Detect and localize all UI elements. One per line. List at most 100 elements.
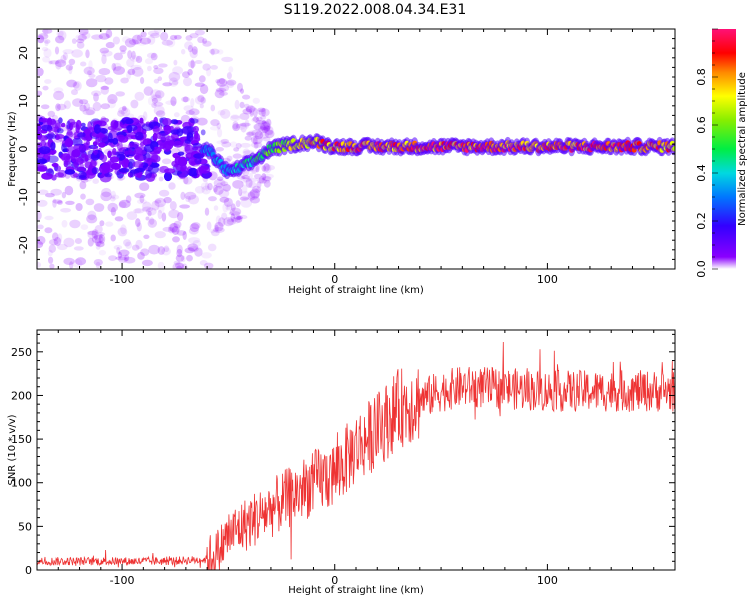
spectrogram-noise-blob bbox=[168, 209, 180, 219]
spectrogram-noise-blob bbox=[182, 231, 187, 240]
spectrogram-noise-blob bbox=[239, 122, 251, 127]
spectrogram-noise-blob bbox=[68, 58, 76, 66]
spectrogram-noise-blob bbox=[226, 80, 235, 88]
spectrogram-noise-blob bbox=[42, 56, 51, 63]
spectrogram-noise-blob bbox=[86, 78, 98, 88]
spectrogram-noise-blob bbox=[265, 164, 275, 171]
spectrogram-noise-blob bbox=[48, 256, 54, 264]
spectrogram-noise-blob bbox=[183, 176, 189, 185]
spectrogram-noise-blob bbox=[201, 252, 212, 259]
spectrogram-noise-blob bbox=[209, 228, 216, 234]
spectrogram-noise-blob bbox=[43, 48, 52, 58]
spectrogram-noise-blob bbox=[219, 84, 230, 92]
spectrogram-noise-blob bbox=[201, 185, 211, 195]
spectrogram-noise-blob bbox=[98, 249, 107, 256]
spectrogram-noise-blob bbox=[76, 41, 85, 49]
spectrogram-noise-blob bbox=[37, 235, 46, 245]
spectrogram-noise-blob bbox=[240, 177, 248, 184]
spectrogram-band-blob bbox=[123, 150, 136, 155]
spectrogram-noise-blob bbox=[150, 52, 158, 61]
spectrogram-noise-blob bbox=[60, 54, 67, 64]
spectrogram-noise-blob bbox=[251, 169, 257, 175]
spectrogram-noise-blob bbox=[239, 101, 245, 109]
spectrogram-noise-blob bbox=[123, 239, 131, 247]
spectrogram-noise-blob bbox=[240, 197, 253, 208]
spectrogram-noise-blob bbox=[57, 30, 67, 41]
spectrogram-noise-blob bbox=[161, 39, 174, 46]
spectrogram-noise-blob bbox=[262, 176, 272, 182]
spectrogram-noise-blob bbox=[185, 110, 195, 115]
spectrogram-noise-blob bbox=[137, 41, 147, 46]
snr-y-tick-label: 150 bbox=[11, 433, 32, 446]
spectrogram-noise-blob bbox=[252, 116, 259, 122]
spectrogram-band-blob bbox=[37, 125, 42, 135]
spectrogram-noise-blob bbox=[199, 260, 208, 266]
spectrogram-noise-blob bbox=[250, 135, 263, 145]
spectrogram-noise-blob bbox=[194, 247, 203, 257]
spectrogram-noise-blob bbox=[220, 181, 229, 187]
spectrogram-noise-blob bbox=[107, 98, 117, 109]
spectrogram-noise-blob bbox=[182, 177, 193, 185]
spectrogram-noise-blob bbox=[56, 30, 64, 38]
spectrogram-noise-blob bbox=[71, 38, 77, 44]
spectrogram-noise-blob bbox=[98, 33, 110, 40]
spectrogram-noise-blob bbox=[266, 118, 272, 127]
spectrogram-band-blob bbox=[64, 169, 76, 175]
spectrogram-noise-blob bbox=[175, 254, 185, 262]
spectrogram-noise-blob bbox=[210, 119, 220, 127]
spectrogram-noise-blob bbox=[228, 66, 234, 73]
spectrogram-noise-blob bbox=[219, 91, 228, 96]
spectrogram-noise-blob bbox=[148, 244, 160, 255]
spectrogram-noise-blob bbox=[230, 203, 236, 212]
spectrogram-noise-blob bbox=[234, 216, 243, 223]
spectrogram-band-blob bbox=[91, 120, 103, 126]
spectrogram-noise-blob bbox=[194, 186, 205, 194]
spectrogram-noise-blob bbox=[181, 263, 188, 269]
spectrogram-noise-blob bbox=[223, 217, 234, 227]
spectrogram-noise-blob bbox=[217, 110, 226, 116]
spectrogram-noise-blob bbox=[82, 109, 95, 116]
spectrogram-noise-blob bbox=[117, 110, 125, 117]
spectrogram-noise-blob bbox=[257, 178, 267, 184]
spectrogram-noise-blob bbox=[85, 49, 90, 59]
spectrogram-noise-blob bbox=[168, 223, 181, 233]
colorbar-gradient bbox=[712, 29, 736, 269]
spectrogram-y-tick-label: 20 bbox=[17, 46, 30, 60]
spectrogram-band-blob bbox=[200, 129, 206, 136]
spectrogram-noise-blob bbox=[215, 87, 227, 93]
spectrogram-noise-blob bbox=[79, 104, 87, 112]
spectrogram-noise-blob bbox=[140, 77, 145, 84]
spectrogram-noise-blob bbox=[183, 77, 192, 87]
spectrogram-noise-blob bbox=[55, 103, 61, 112]
spectrogram-band-blob bbox=[143, 144, 155, 153]
spectrogram-band-blob bbox=[184, 144, 194, 154]
spectrogram-noise-blob bbox=[118, 201, 127, 209]
spectrogram-band-blob bbox=[189, 136, 201, 143]
spectrogram-noise-blob bbox=[48, 244, 56, 253]
spectrogram-noise-blob bbox=[74, 238, 82, 244]
spectrogram-noise-blob bbox=[72, 258, 83, 268]
spectrogram-noise-blob bbox=[184, 191, 197, 200]
spectrogram-noise-blob bbox=[124, 254, 130, 262]
spectrogram-noise-blob bbox=[188, 108, 200, 116]
spectrogram-noise-blob bbox=[61, 191, 67, 199]
spectrogram-noise-blob bbox=[242, 94, 251, 100]
spectrogram-band-blob bbox=[85, 140, 90, 145]
spectrogram-noise-blob bbox=[101, 187, 112, 198]
spectrogram-noise-blob bbox=[57, 200, 63, 205]
spectrogram-noise-blob bbox=[188, 60, 196, 68]
spectrogram-noise-blob bbox=[210, 229, 220, 237]
spectrogram-noise-blob bbox=[91, 235, 104, 244]
spectrogram-band-blob bbox=[110, 119, 119, 129]
spectrogram-noise-blob bbox=[147, 35, 156, 45]
spectrogram-band-blob bbox=[166, 138, 172, 146]
spectrogram-noise-blob bbox=[174, 34, 182, 40]
spectrogram-band-blob bbox=[57, 169, 67, 178]
spectrogram-noise-blob bbox=[44, 215, 54, 221]
spectrogram-band-blob bbox=[139, 117, 144, 124]
spectrogram-noise-blob bbox=[131, 50, 136, 60]
spectrogram-band-blob bbox=[172, 140, 183, 148]
spectrogram-noise-blob bbox=[154, 197, 166, 208]
colorbar-tick-label: 0.2 bbox=[695, 212, 708, 230]
spectrogram-noise-blob bbox=[220, 138, 229, 144]
